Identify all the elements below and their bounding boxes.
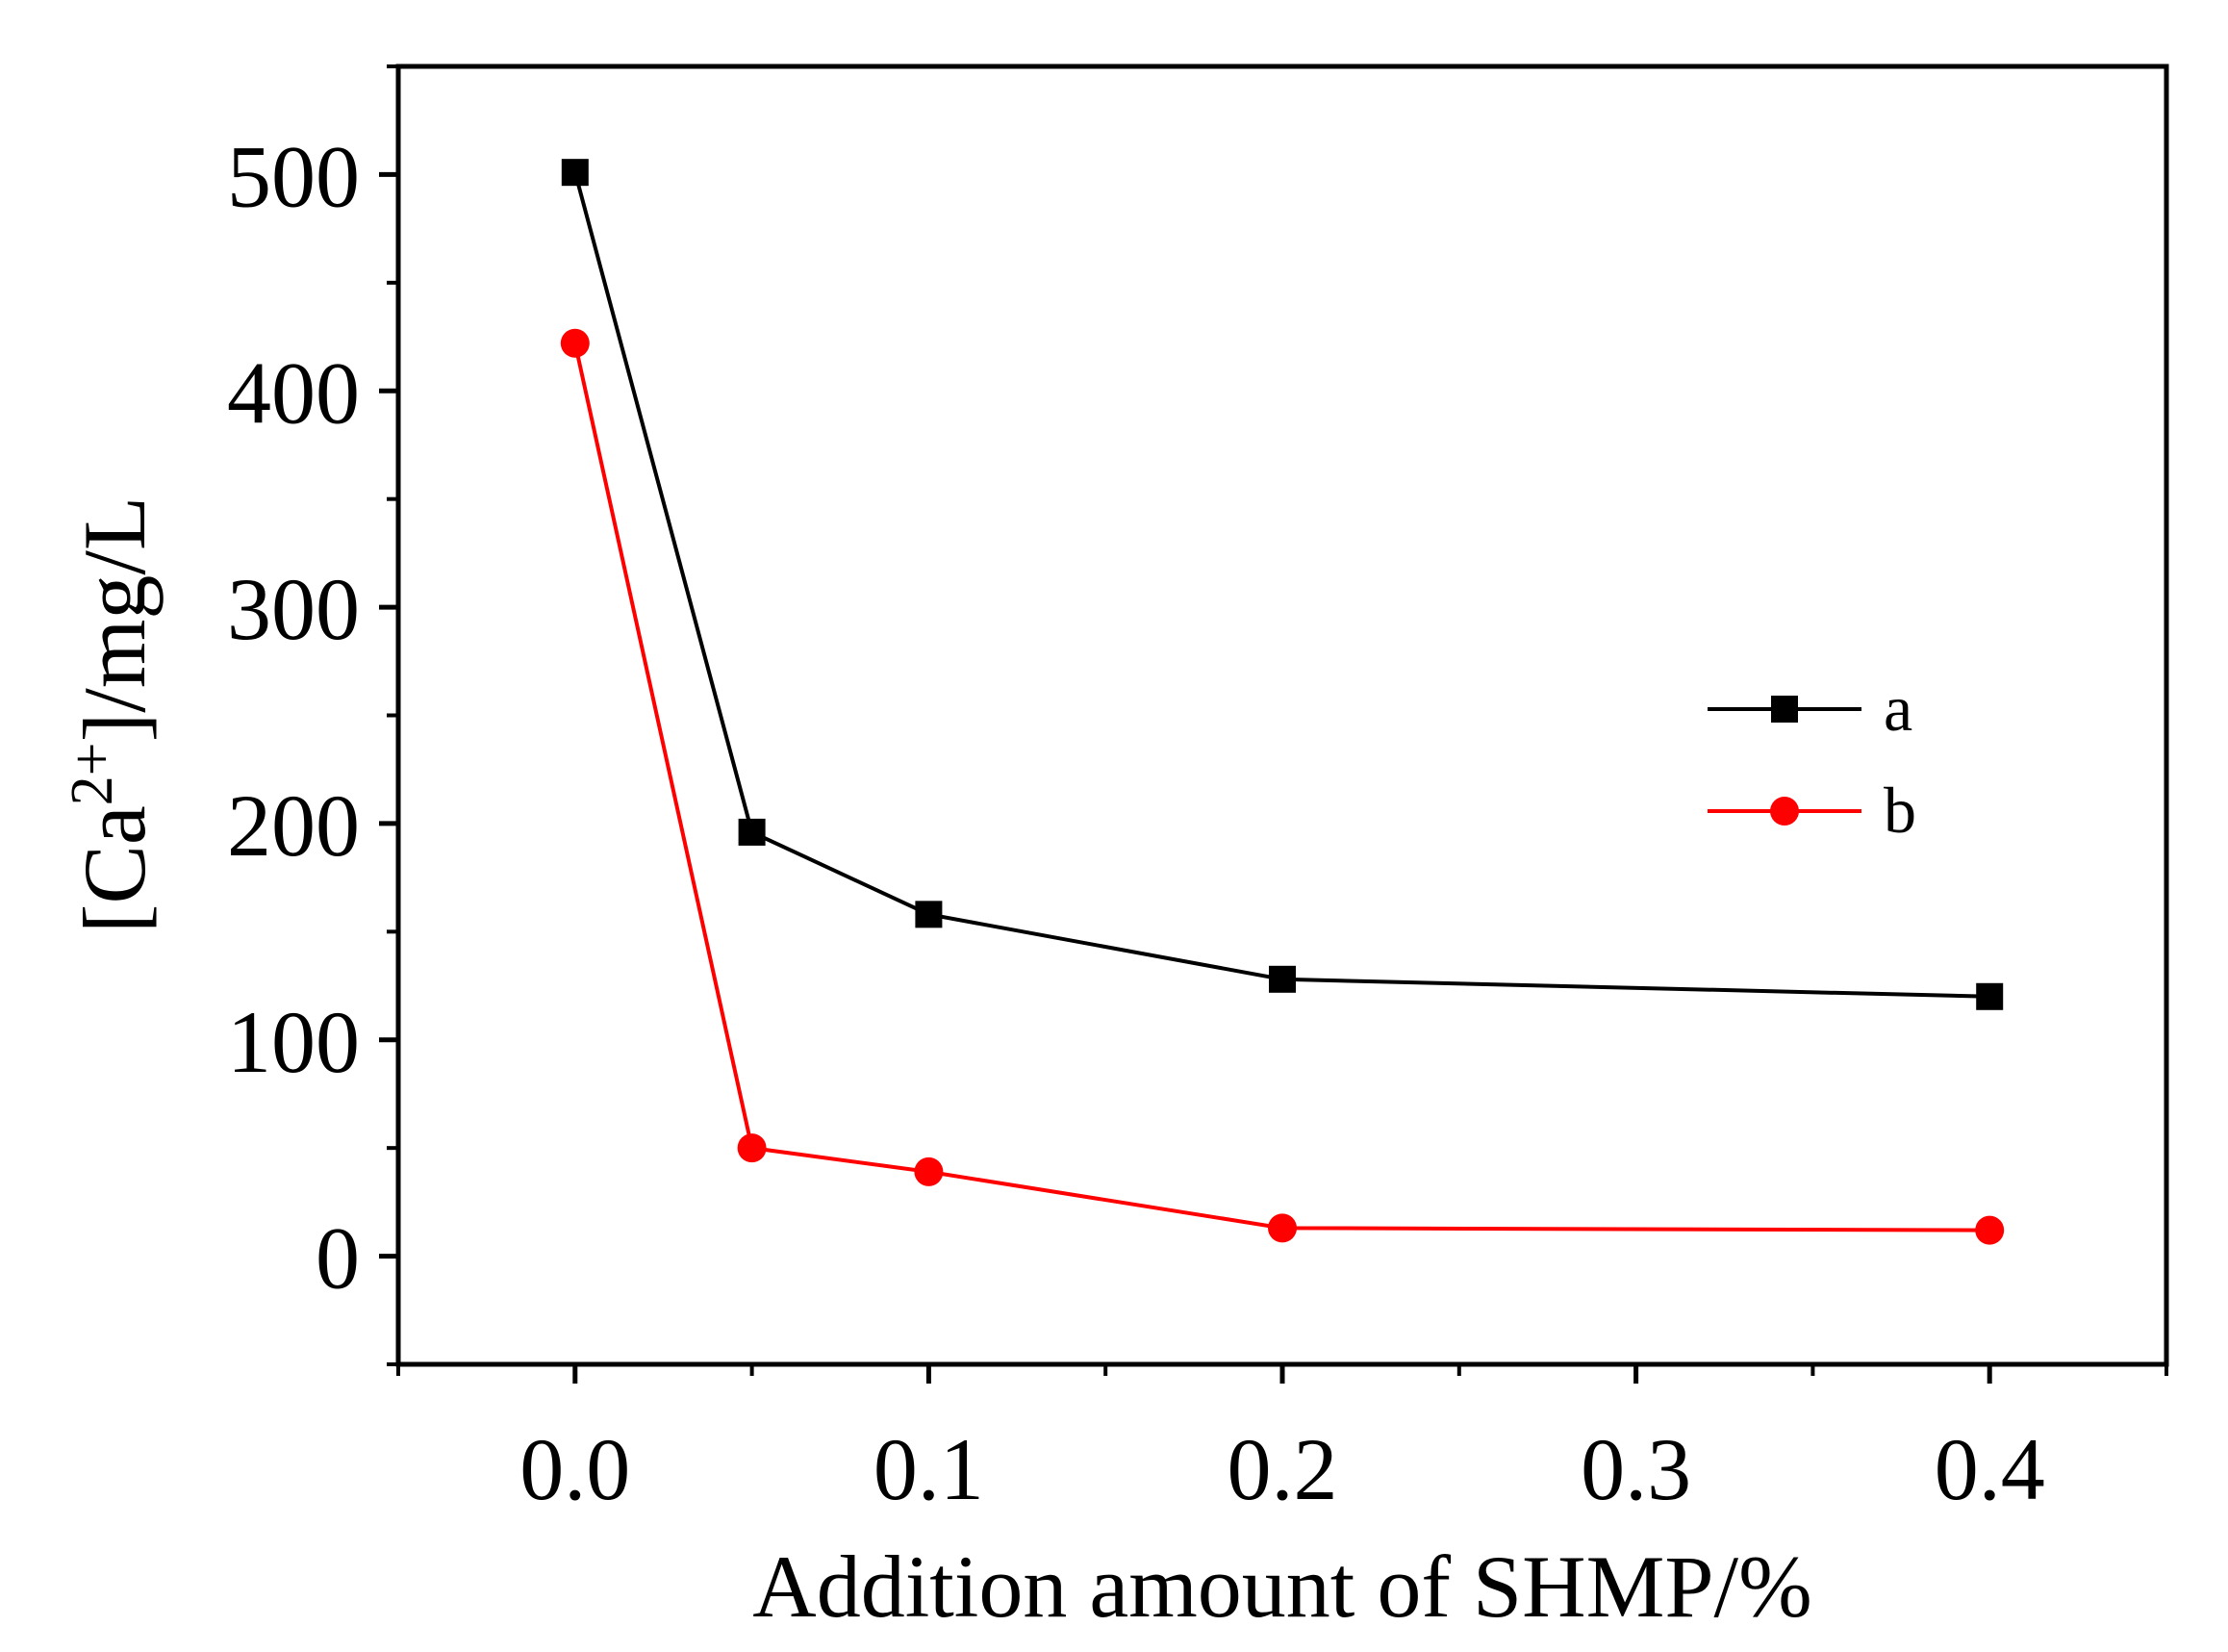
legend-label: b: [1884, 774, 1916, 847]
y-tick-label: 300: [227, 560, 360, 658]
data-point: [915, 901, 943, 928]
x-tick-label: 0.0: [519, 1420, 630, 1518]
series-b: [560, 328, 2005, 1245]
x-axis-title: Addition amount of SHMP/%: [752, 1538, 1811, 1636]
series-line: [572, 343, 1990, 1233]
data-point: [914, 1156, 944, 1186]
x-tick-label: 0.3: [1581, 1420, 1691, 1518]
data-point: [738, 818, 766, 846]
legend-entry-a: a: [1708, 672, 1912, 745]
y-tick-label: 0: [316, 1209, 360, 1308]
data-point: [737, 1133, 767, 1163]
data-point: [560, 328, 590, 358]
x-tick-label: 0.2: [1228, 1420, 1338, 1518]
y-tick-label: 400: [227, 343, 360, 442]
legend-marker: [1770, 797, 1799, 826]
x-axis-ticks: 0.0 0.1 0.2 0.3 0.4: [396, 1364, 2168, 1518]
legend-label: a: [1884, 672, 1912, 745]
series-layer: [560, 159, 2005, 1245]
data-point: [1269, 965, 1296, 993]
data-point: [1268, 1213, 1297, 1243]
data-point: [561, 159, 589, 187]
y-axis-title-superscript: 2+: [60, 742, 125, 805]
legend: ab: [1708, 672, 1916, 847]
legend-marker: [1771, 696, 1798, 723]
y-tick-label: 200: [227, 776, 360, 875]
series-a: [561, 159, 2004, 1010]
y-axis-ticks: 0 100 200 300 400 500: [227, 64, 398, 1366]
y-axis-title: [Ca2+]/mg/L: [60, 496, 164, 933]
x-tick-label: 0.1: [873, 1420, 984, 1518]
x-tick-label: 0.4: [1935, 1420, 2045, 1518]
y-tick-label: 500: [227, 127, 360, 225]
data-point: [1976, 982, 2004, 1010]
data-point: [1975, 1215, 2005, 1245]
legend-entry-b: b: [1708, 774, 1916, 847]
y-axis-title-suffix: ]/mg/L: [65, 496, 164, 743]
series-line: [572, 171, 1990, 999]
y-axis-title-prefix: [Ca: [65, 805, 164, 933]
y-tick-label: 100: [227, 993, 360, 1091]
